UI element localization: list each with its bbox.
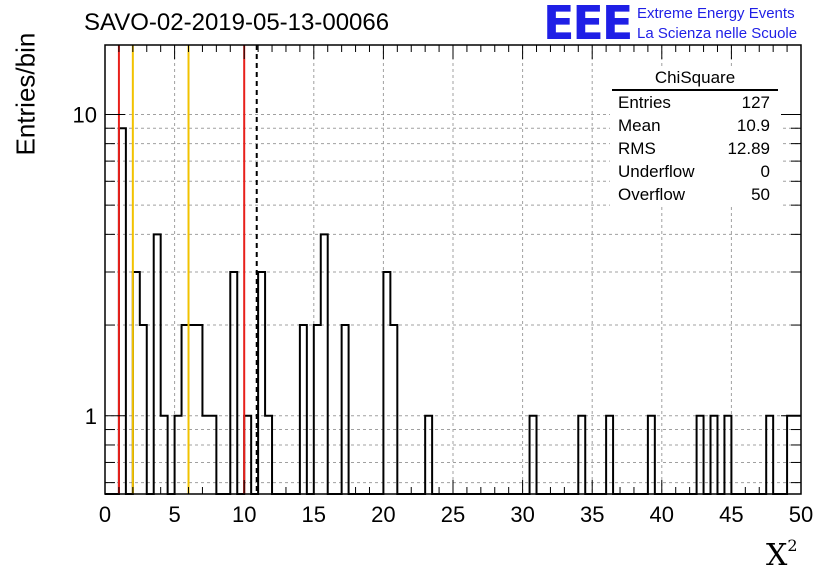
stats-box: ChiSquare Entries 127 Mean 10.9 RMS 12.89 U… [610,66,780,206]
x-tick-label: 40 [650,502,674,527]
stats-row-entries: Entries 127 [610,91,780,114]
y-tick-label: 1 [85,404,97,429]
stats-label: Overflow [618,183,685,206]
marker-lines [119,45,257,494]
x-tick-label: 25 [441,502,465,527]
stats-label: Underflow [618,160,695,183]
stats-label: Mean [618,114,661,137]
eee-logo: EEE [543,0,631,46]
stats-value: 127 [742,91,770,114]
stats-value: 10.9 [737,114,770,137]
x-axis-label-superscript: 2 [787,536,797,555]
y-axis-label: Entries/bin [11,76,42,156]
stats-title: ChiSquare [612,66,778,91]
stats-label: Entries [618,91,671,114]
x-axis-label-main: X [766,538,787,573]
stats-row-mean: Mean 10.9 [610,114,780,137]
stats-value: 0 [761,160,770,183]
x-tick-label: 45 [719,502,743,527]
chart-title: SAVO-02-2019-05-13-00066 [84,9,389,37]
stats-row-overflow: Overflow 50 [610,183,780,206]
y-tick-label: 10 [73,102,97,127]
x-tick-label: 50 [789,502,813,527]
x-tick-label: 5 [168,502,180,527]
logo-line-1: Extreme Energy Events [637,5,795,22]
x-tick-label: 30 [510,502,534,527]
x-tick-label: 0 [99,502,111,527]
stats-label: RMS [618,137,656,160]
stats-value: 50 [751,183,770,206]
stats-value: 12.89 [727,137,770,160]
x-tick-label: 35 [580,502,604,527]
x-tick-label: 10 [232,502,256,527]
x-tick-label: 15 [302,502,326,527]
x-tick-label: 20 [371,502,395,527]
stats-row-rms: RMS 12.89 [610,137,780,160]
logo-line-2: La Scienza nelle Scuole [637,25,797,42]
x-axis-label: X2 [766,536,798,573]
stats-row-underflow: Underflow 0 [610,160,780,183]
